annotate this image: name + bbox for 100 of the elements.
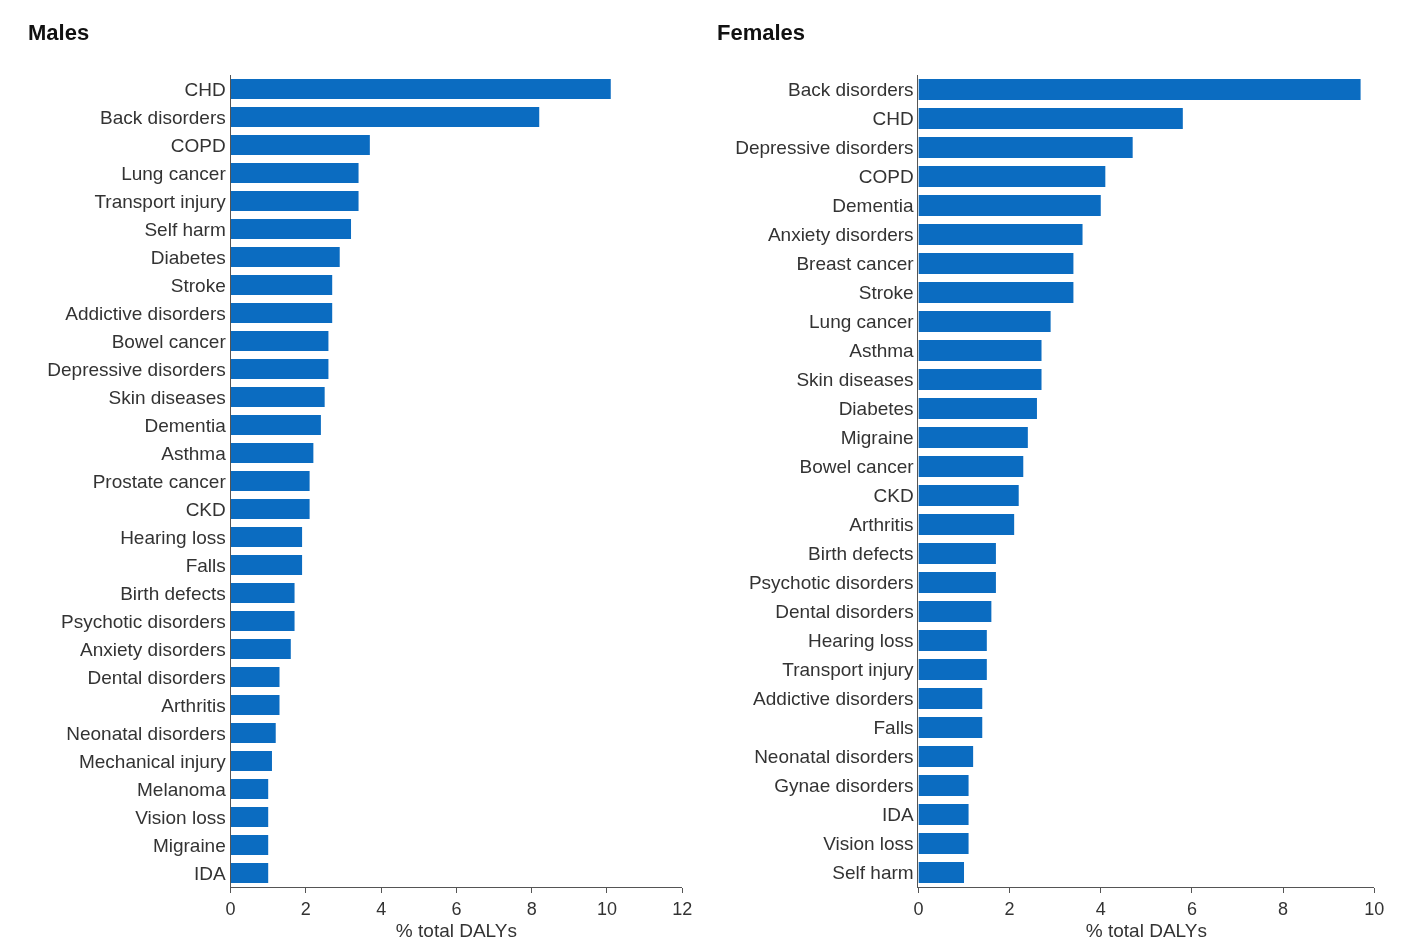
y-tick-label: CKD <box>873 485 914 507</box>
y-tick-label: Self harm <box>144 218 226 240</box>
y-tick-label: Addictive disorders <box>753 688 914 710</box>
bar <box>918 253 1074 274</box>
bar <box>918 195 1101 216</box>
bar <box>230 806 269 828</box>
bar <box>918 630 987 651</box>
bar <box>918 485 1019 506</box>
bar <box>918 804 969 825</box>
x-tick-label: 10 <box>596 898 618 919</box>
y-tick-label: Psychotic disorders <box>61 610 226 632</box>
y-tick-label: Back disorders <box>100 106 226 128</box>
y-tick-label: Lung cancer <box>121 162 227 184</box>
x-tick-label: 6 <box>1186 898 1197 919</box>
bar <box>918 311 1051 332</box>
y-tick-label: Falls <box>185 554 226 576</box>
y-tick-label: Breast cancer <box>796 253 915 275</box>
y-tick-label: Mechanical injury <box>78 750 227 772</box>
bar <box>230 386 325 408</box>
y-tick-label: Transport injury <box>782 659 915 681</box>
bar <box>230 750 272 772</box>
bar <box>230 274 333 296</box>
bar <box>918 224 1083 245</box>
x-tick-label: 4 <box>1095 898 1106 919</box>
y-tick-label: Neonatal disorders <box>754 746 914 768</box>
y-tick-label: Back disorders <box>787 79 914 101</box>
y-tick-label: COPD <box>858 166 914 188</box>
y-tick-label: Arthritis <box>849 514 914 536</box>
bar <box>230 218 352 240</box>
bar <box>918 369 1042 390</box>
y-tick-label: COPD <box>170 134 226 156</box>
bar <box>230 498 310 520</box>
y-tick-label: Stroke <box>170 274 226 296</box>
bar <box>918 282 1074 303</box>
bar <box>230 554 303 576</box>
chart-title: Males <box>28 20 90 45</box>
y-tick-label: IDA <box>881 804 914 826</box>
y-tick-label: Asthma <box>161 442 227 464</box>
bar <box>230 162 359 184</box>
y-tick-label: Diabetes <box>838 398 914 420</box>
bar <box>230 526 303 548</box>
bar <box>230 106 540 128</box>
bar <box>918 543 996 564</box>
bar <box>918 659 987 680</box>
bar <box>918 427 1028 448</box>
y-tick-label: IDA <box>194 862 227 884</box>
y-tick-label: Diabetes <box>150 246 226 268</box>
y-tick-label: Vision loss <box>135 806 226 828</box>
bar <box>230 470 310 492</box>
bar <box>918 775 969 796</box>
y-tick-label: Self harm <box>832 862 914 884</box>
y-tick-label: Dental disorders <box>775 601 914 623</box>
bar <box>230 582 295 604</box>
y-tick-label: Arthritis <box>161 694 226 716</box>
y-tick-label: CKD <box>185 498 226 520</box>
y-tick-label: Psychotic disorders <box>748 572 914 594</box>
bar <box>230 134 370 156</box>
y-tick-label: Skin diseases <box>108 386 226 408</box>
bar <box>230 246 340 268</box>
x-tick-label: 8 <box>526 898 537 919</box>
y-tick-label: Depressive disorders <box>735 137 914 159</box>
bar <box>230 358 329 380</box>
bar <box>918 166 1106 187</box>
y-tick-label: Falls <box>873 717 914 739</box>
y-tick-label: CHD <box>184 78 226 100</box>
x-tick-label: 4 <box>376 898 387 919</box>
y-tick-label: Migraine <box>152 834 226 856</box>
bar <box>230 442 314 464</box>
bar <box>230 190 359 212</box>
y-tick-label: Transport injury <box>94 190 227 212</box>
y-tick-label: Bowel cancer <box>111 330 227 352</box>
x-tick-label: 0 <box>913 898 924 919</box>
x-tick-label: 2 <box>1004 898 1015 919</box>
y-tick-label: Dementia <box>144 414 227 436</box>
x-tick-label: 2 <box>300 898 311 919</box>
y-tick-label: Vision loss <box>823 833 914 855</box>
y-tick-label: Asthma <box>849 340 915 362</box>
bar <box>918 340 1042 361</box>
y-tick-label: Neonatal disorders <box>66 722 226 744</box>
y-tick-label: Melanoma <box>137 778 227 800</box>
bar <box>230 834 269 856</box>
y-tick-label: Dental disorders <box>87 666 226 688</box>
y-tick-label: Addictive disorders <box>65 302 226 324</box>
x-tick-label: 8 <box>1278 898 1289 919</box>
y-tick-label: Migraine <box>840 427 914 449</box>
bar <box>230 694 280 716</box>
bar <box>918 108 1183 129</box>
bar <box>918 688 983 709</box>
y-tick-label: Skin diseases <box>796 369 914 391</box>
y-tick-label: Stroke <box>858 282 914 304</box>
bar <box>918 833 969 854</box>
y-tick-label: Gynae disorders <box>774 775 914 797</box>
y-tick-label: Anxiety disorders <box>80 638 226 660</box>
bar <box>918 79 1361 100</box>
bar <box>230 778 269 800</box>
bar <box>230 414 321 436</box>
x-tick-label: 6 <box>451 898 462 919</box>
bar <box>918 717 983 738</box>
bar <box>230 666 280 688</box>
bar <box>230 330 329 352</box>
